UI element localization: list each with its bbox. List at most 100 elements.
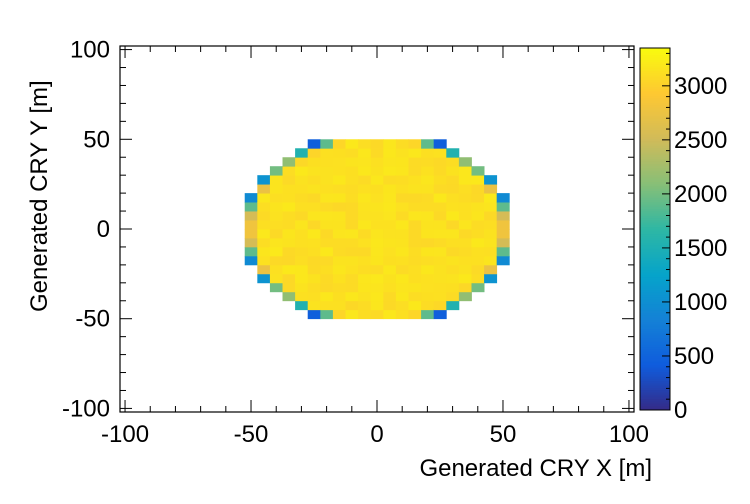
colorbar-segment <box>640 317 670 320</box>
colorbar-segment <box>640 378 670 382</box>
colorbar-segment <box>640 70 670 74</box>
heatmap-cell <box>307 139 321 149</box>
heatmap-cell <box>269 175 283 185</box>
colorbar-segment <box>640 290 670 293</box>
heatmap-cell <box>345 220 359 230</box>
heatmap-cell <box>458 211 472 221</box>
heatmap-cell <box>332 139 346 149</box>
heatmap-cell <box>408 184 422 194</box>
heatmap-cell <box>370 166 384 176</box>
heatmap-cell <box>496 246 510 257</box>
heatmap-cell <box>307 237 321 248</box>
heatmap-cell <box>433 291 447 302</box>
heatmap-cell <box>458 282 472 293</box>
colorbar-segment <box>640 398 670 402</box>
heatmap-cell <box>307 184 321 194</box>
heatmap-cell <box>383 175 397 185</box>
colorbar-segment <box>640 319 670 323</box>
colorbar-segment <box>640 79 670 83</box>
colorbar-segment <box>640 276 670 280</box>
heatmap-cell <box>345 175 359 185</box>
heatmap-cell <box>332 184 346 194</box>
heatmap-cell <box>484 273 498 284</box>
heatmap-cell <box>383 300 397 311</box>
heatmap-cell <box>395 211 409 221</box>
heatmap-cell <box>458 255 472 266</box>
heatmap-cell <box>295 273 309 284</box>
heatmap-cell <box>433 246 447 257</box>
heatmap-cell <box>332 300 346 311</box>
heatmap-cell <box>257 211 271 221</box>
heatmap-cell <box>345 282 359 293</box>
colorbar-tick-label: 2000 <box>674 181 727 208</box>
colorbar-segment <box>640 292 670 296</box>
x-axis-title: Generated CRY X [m] <box>419 455 652 482</box>
heatmap-cell <box>257 202 271 212</box>
heatmap-cell <box>358 211 372 221</box>
colorbar-segment <box>640 181 670 185</box>
heatmap-cell <box>269 246 283 257</box>
heatmap-cell <box>383 220 397 230</box>
heatmap-cell <box>295 193 309 203</box>
colorbar-segment <box>640 68 670 72</box>
colorbar-segment <box>640 215 670 219</box>
colorbar-segment <box>640 59 670 63</box>
heatmap-cell <box>383 157 397 167</box>
heatmap-cell <box>458 237 472 248</box>
heatmap-cell <box>345 300 359 311</box>
heatmap-cell <box>446 157 460 167</box>
heatmap-cell <box>383 255 397 266</box>
heatmap-cell <box>269 184 283 194</box>
heatmap-cell <box>320 166 334 176</box>
heatmap-cell <box>471 237 485 248</box>
heatmap-cell <box>307 282 321 293</box>
heatmap-cell <box>358 273 372 284</box>
heatmap-cell <box>257 255 271 266</box>
colorbar-segment <box>640 102 670 106</box>
colorbar-segment <box>640 204 670 207</box>
heatmap-cell <box>408 255 422 266</box>
x-tick-label: -100 <box>101 421 149 448</box>
heatmap-cell <box>383 229 397 239</box>
heatmap-cell <box>358 166 372 176</box>
heatmap-cell <box>433 220 447 230</box>
heatmap-cell <box>282 273 296 284</box>
heatmap-cell <box>307 309 321 320</box>
heatmap-cell <box>471 255 485 266</box>
heatmap-cell <box>282 193 296 203</box>
heatmap-cell <box>370 157 384 167</box>
heatmap-cell <box>257 229 271 239</box>
heatmap-cell <box>496 193 510 203</box>
colorbar-segment <box>640 324 670 327</box>
colorbar-segment <box>640 357 670 361</box>
heatmap-cell <box>358 202 372 212</box>
heatmap-cell <box>408 273 422 284</box>
heatmap-cell <box>446 282 460 293</box>
heatmap-cell <box>383 202 397 212</box>
heatmap-cell <box>471 246 485 257</box>
heatmap-cell <box>383 184 397 194</box>
heatmap-cell <box>395 157 409 167</box>
heatmap-cell <box>332 229 346 239</box>
colorbar-segment <box>640 109 670 112</box>
colorbar-segment <box>640 136 670 139</box>
heatmap-cell <box>358 184 372 194</box>
heatmap-cell <box>307 291 321 302</box>
heatmap-cell <box>408 175 422 185</box>
heatmap-cell <box>332 175 346 185</box>
colorbar-segment <box>640 301 670 305</box>
colorbar-segment <box>640 328 670 332</box>
heatmap-cell <box>358 246 372 257</box>
colorbar-segment <box>640 115 670 119</box>
heatmap-cell <box>433 157 447 167</box>
y-tick-label: 0 <box>97 216 110 243</box>
heatmap-cell <box>345 229 359 239</box>
heatmap-cell <box>408 220 422 230</box>
colorbar-segment <box>640 213 670 216</box>
heatmap-cell <box>345 211 359 221</box>
heatmap-cell <box>320 211 334 221</box>
heatmap-cell <box>282 255 296 266</box>
heatmap-cell <box>471 220 485 230</box>
heatmap-cell <box>433 273 447 284</box>
colorbar-segment <box>640 371 670 375</box>
